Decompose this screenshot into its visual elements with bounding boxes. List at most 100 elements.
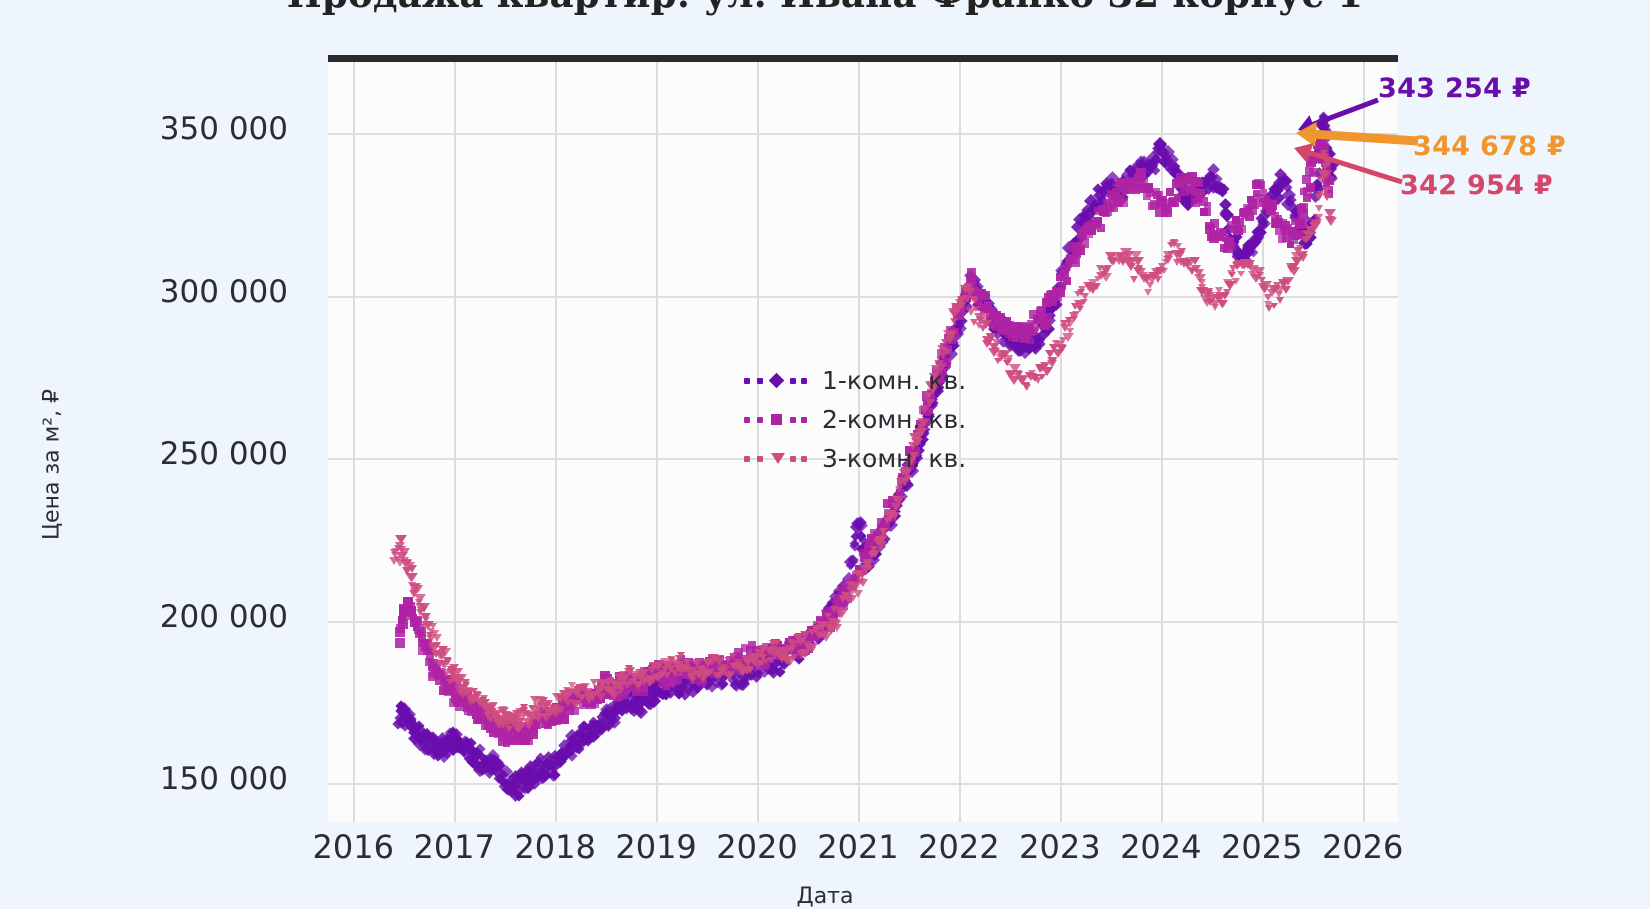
data-point-marker [1255,271,1264,278]
data-point-marker [1319,142,1329,152]
data-point-marker [906,456,917,465]
data-point-marker [572,689,583,698]
data-point-marker [1287,226,1297,236]
data-point-marker [1049,344,1060,353]
data-point-marker [1221,292,1230,299]
data-point-marker [630,673,641,682]
data-point-marker [1080,299,1089,306]
data-point-marker [1070,316,1079,323]
data-point-marker [1281,233,1291,243]
y-tick-label: 250 000 [159,436,288,473]
data-point-marker [561,693,572,702]
data-point-marker [958,301,967,309]
data-point-marker [992,322,1002,332]
data-point-marker [1004,355,1013,363]
data-point-marker [504,726,513,733]
data-point-marker [1313,213,1324,222]
data-point-marker [963,283,972,291]
gridline-vertical [353,62,356,822]
data-point-marker [844,580,855,589]
data-point-marker [555,706,566,715]
y-axis-label: Цена за м², ₽ [39,388,65,541]
chart-legend: 1-комн. кв. 2-комн. кв. 3-комн. кв. [744,368,966,471]
data-point-marker [1295,218,1306,229]
gridline-vertical [656,62,659,822]
data-point-marker [919,419,930,428]
data-point-marker [626,666,635,674]
data-point-marker [1184,262,1193,270]
data-point-marker [1065,319,1076,328]
data-point-marker [864,545,874,555]
data-point-marker [677,652,686,659]
data-point-marker [703,669,714,678]
data-point-marker [891,503,902,512]
data-point-marker [1189,256,1200,265]
data-point-marker [579,694,588,701]
data-point-marker [1267,205,1276,214]
data-point-marker [664,661,673,669]
data-point-marker [619,673,630,682]
data-point-marker [1150,199,1160,209]
data-point-marker [1236,217,1245,226]
data-point-marker [1289,235,1299,245]
data-point-marker [1096,223,1105,232]
data-point-marker [866,565,875,572]
data-point-marker [850,581,861,590]
gridline-vertical [1160,62,1163,822]
data-point-marker [1164,254,1173,261]
legend-item-3[interactable]: 3-комн. кв. [744,446,966,471]
data-point-marker [1088,279,1098,288]
data-point-marker [1281,276,1294,286]
data-point-marker [570,706,579,715]
data-point-marker [1146,188,1155,197]
data-point-marker [1270,302,1279,309]
gridline-vertical [757,62,759,822]
data-point-marker [1027,370,1036,377]
data-point-marker [621,681,632,690]
data-point-marker [902,468,913,477]
data-point-marker [672,674,682,684]
data-point-marker [498,732,508,742]
data-point-marker [1223,236,1234,247]
data-point-marker [1057,345,1068,354]
data-point-marker [1228,272,1237,279]
data-point-marker [1319,149,1328,157]
data-point-marker [1260,189,1268,197]
data-point-marker [606,676,615,683]
data-point-marker [857,578,868,587]
data-point-marker [908,452,919,461]
data-point-marker [1130,275,1139,283]
data-point-marker [461,678,470,686]
gridline-vertical [454,62,457,822]
data-point-marker [1170,239,1179,247]
data-point-marker [1138,176,1148,186]
data-point-marker [853,590,864,599]
data-point-marker [544,699,553,707]
data-point-marker [1039,361,1050,370]
data-point-marker [394,637,405,648]
data-point-marker [1287,267,1300,277]
data-point-marker [1144,182,1154,192]
gridline-vertical [1261,62,1264,822]
data-point-marker [1105,251,1118,261]
data-point-marker [1210,219,1220,229]
data-point-marker [740,644,749,653]
data-point-marker [754,649,767,659]
data-point-marker [579,682,590,691]
legend-item-1[interactable]: 1-комн. кв. [744,368,966,393]
data-point-marker [1264,293,1273,301]
data-point-marker [1089,287,1098,295]
data-point-marker [449,664,460,673]
data-point-marker [1018,374,1029,383]
legend-item-2[interactable]: 2-комн. кв. [744,407,966,432]
data-point-marker [844,596,853,603]
annotation-label-1komn: 343 254 ₽ [1378,73,1532,104]
data-point-marker [776,647,785,655]
data-point-marker [1237,224,1246,233]
data-point-marker [1030,321,1040,331]
data-point-marker [409,589,420,598]
data-point-marker [493,720,506,730]
data-point-marker [408,610,416,618]
data-point-marker [430,630,439,638]
